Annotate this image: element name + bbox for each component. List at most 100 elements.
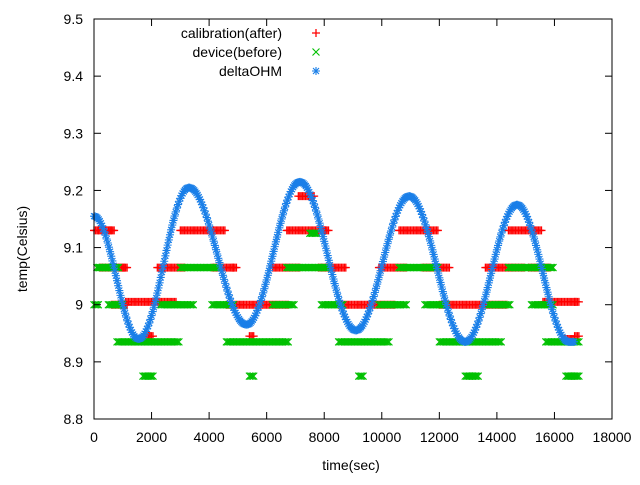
y-tick-label: 9 [75, 297, 83, 313]
x-tick-label: 2000 [136, 429, 167, 445]
data-point [140, 329, 149, 338]
data-point [438, 287, 447, 296]
data-point [471, 372, 480, 381]
data-point [323, 251, 332, 260]
data-point [216, 262, 225, 271]
data-point [202, 213, 211, 222]
data-point [546, 301, 555, 310]
data-point [142, 324, 151, 333]
x-tick-label: 8000 [309, 429, 340, 445]
data-point [556, 328, 565, 337]
data-point [222, 283, 231, 292]
data-point [485, 274, 494, 283]
data-point [162, 246, 171, 255]
data-point [441, 296, 450, 305]
data-point [173, 337, 182, 346]
data-point [504, 209, 513, 218]
data-point [194, 193, 203, 202]
data-point [505, 300, 514, 309]
data-point [356, 372, 365, 381]
data-point [366, 303, 375, 312]
data-point [285, 190, 294, 199]
data-point [324, 226, 333, 235]
data-point [282, 199, 291, 208]
data-point [232, 263, 241, 272]
data-point [270, 242, 279, 251]
data-point [472, 372, 481, 381]
data-point [392, 209, 401, 218]
data-point [503, 300, 511, 309]
data-point [339, 310, 348, 319]
data-point [327, 265, 336, 274]
data-point [359, 372, 367, 381]
data-point [552, 320, 561, 329]
data-point [496, 232, 505, 241]
data-point [476, 309, 485, 318]
data-point [313, 210, 322, 219]
data-point [212, 245, 221, 254]
data-point [308, 196, 317, 205]
data-point [523, 215, 532, 224]
data-point [420, 217, 429, 226]
data-point [307, 193, 316, 202]
data-point [391, 212, 400, 221]
data-point [533, 245, 542, 254]
data-point [187, 300, 196, 309]
data-point [483, 283, 492, 292]
data-point [262, 275, 271, 284]
data-point [553, 323, 562, 332]
data-point [118, 300, 127, 309]
data-point [360, 317, 369, 326]
y-tick-label: 9.2 [64, 182, 84, 198]
y-tick-label: 8.9 [64, 354, 84, 370]
data-point [155, 278, 164, 287]
data-point [199, 203, 208, 212]
data-point [575, 372, 583, 381]
x-tick-label: 0 [90, 429, 98, 445]
data-point [362, 312, 371, 321]
data-point [337, 303, 346, 312]
y-tick-label: 9.3 [64, 125, 84, 141]
data-point [203, 217, 212, 226]
data-point [288, 300, 297, 309]
axes-layer: 0 2000 4000 6000 8000 10000 12000 14000 16000 180… [64, 11, 632, 445]
data-point [444, 308, 453, 317]
data-point [98, 221, 107, 230]
data-point [102, 234, 111, 243]
data-point [396, 201, 405, 210]
data-point [100, 227, 109, 236]
data-point [474, 372, 483, 381]
data-point [153, 289, 162, 298]
data-point [482, 288, 491, 297]
data-point [467, 332, 476, 341]
data-point [369, 292, 378, 301]
data-point [427, 241, 436, 250]
data-point [251, 311, 260, 320]
data-point [277, 214, 286, 223]
data-point [126, 326, 135, 335]
data-point [208, 233, 217, 242]
data-point [107, 252, 116, 261]
data-point [450, 324, 459, 333]
data-point [521, 209, 530, 218]
data-point [363, 310, 372, 319]
data-point [536, 259, 545, 268]
data-point [385, 337, 393, 346]
data-point [319, 232, 328, 241]
data-point [375, 271, 384, 280]
data-point [253, 306, 262, 315]
data-point [123, 316, 132, 325]
data-point [445, 263, 454, 272]
data-point [526, 221, 535, 230]
data-point [313, 229, 321, 238]
data-point [341, 263, 350, 272]
data-point [284, 192, 293, 201]
y-tick-label: 8.8 [64, 411, 84, 427]
data-point [490, 255, 499, 264]
data-point [161, 251, 170, 260]
data-point [324, 256, 333, 265]
data-point [198, 200, 207, 209]
data-point [421, 220, 430, 229]
data-point [431, 259, 440, 268]
data-point [96, 219, 105, 228]
